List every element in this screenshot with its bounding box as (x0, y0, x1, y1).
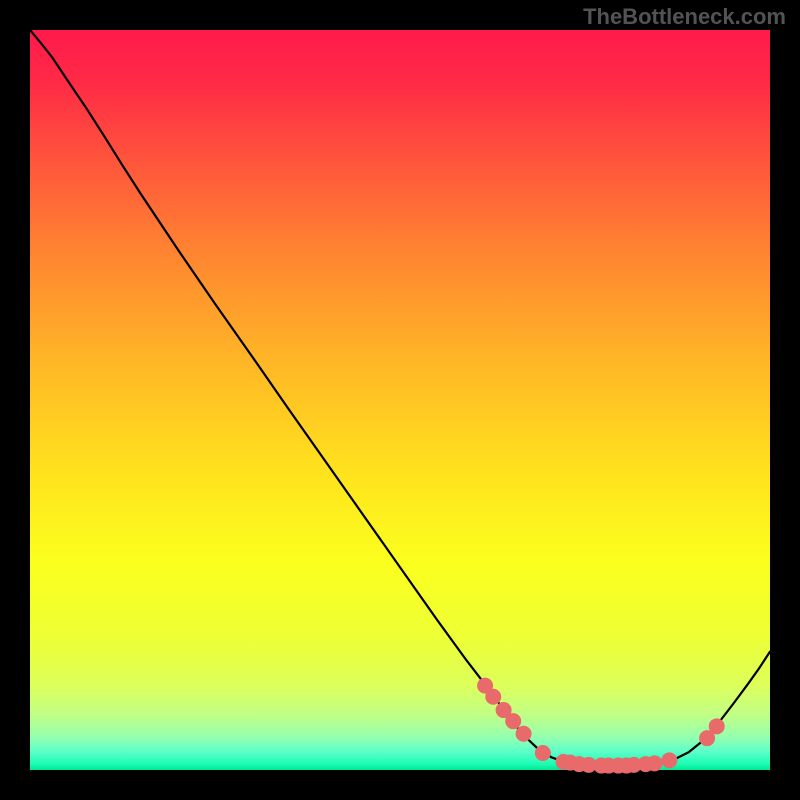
marker-point (535, 745, 550, 760)
watermark-text: TheBottleneck.com (583, 4, 786, 30)
marker-point (516, 726, 531, 741)
marker-point (647, 756, 662, 771)
marker-point (662, 753, 677, 768)
marker-point (506, 714, 521, 729)
figure-root: TheBottleneck.com (0, 0, 800, 800)
plot-background (30, 30, 770, 770)
chart-svg (0, 0, 800, 800)
marker-point (709, 719, 724, 734)
marker-point (486, 689, 501, 704)
